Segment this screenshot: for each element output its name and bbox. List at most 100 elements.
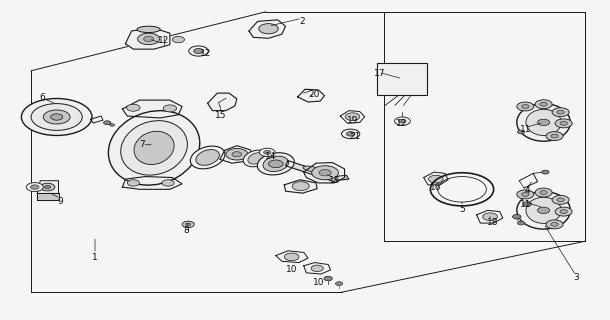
Polygon shape [334,175,349,180]
Text: 13: 13 [328,176,340,185]
Circle shape [537,207,550,213]
Circle shape [512,214,521,219]
Circle shape [557,110,564,114]
Circle shape [560,210,567,213]
Circle shape [138,33,160,45]
Circle shape [336,282,343,285]
Polygon shape [37,194,59,200]
Circle shape [324,276,332,281]
Bar [377,63,427,95]
Text: 19: 19 [346,116,358,125]
Circle shape [182,221,194,228]
Circle shape [259,148,275,156]
Polygon shape [476,210,503,223]
Circle shape [522,193,529,196]
Ellipse shape [257,153,294,175]
Circle shape [43,110,70,124]
Circle shape [311,265,323,271]
Ellipse shape [248,153,265,164]
Polygon shape [424,172,448,185]
Text: 3: 3 [573,273,579,282]
Text: 7: 7 [140,140,145,149]
Circle shape [268,160,283,168]
Circle shape [540,102,547,106]
Circle shape [193,49,203,53]
Text: 4: 4 [525,186,530,195]
Ellipse shape [196,149,220,165]
Circle shape [551,134,558,138]
Circle shape [185,223,190,226]
Polygon shape [207,93,237,111]
Polygon shape [284,180,317,193]
Circle shape [523,202,531,206]
Circle shape [30,185,39,189]
Polygon shape [220,146,253,163]
Circle shape [188,46,208,56]
Polygon shape [91,116,103,123]
Text: 17: 17 [373,69,385,78]
Ellipse shape [263,156,289,172]
Circle shape [264,150,271,154]
Circle shape [144,36,154,42]
Circle shape [557,198,564,202]
Circle shape [537,119,550,125]
Circle shape [162,180,174,186]
Ellipse shape [526,197,561,223]
Polygon shape [304,263,331,274]
Text: 8: 8 [184,226,189,235]
Polygon shape [285,161,337,182]
Text: 11: 11 [520,200,531,209]
Circle shape [560,122,567,125]
Circle shape [319,170,331,176]
Ellipse shape [109,111,199,185]
Polygon shape [249,20,285,38]
Polygon shape [123,177,182,189]
Text: 18: 18 [487,218,498,227]
Circle shape [40,183,55,191]
Polygon shape [126,28,170,49]
Circle shape [172,36,184,43]
Ellipse shape [517,104,570,141]
Polygon shape [123,100,182,118]
Circle shape [542,170,549,174]
Circle shape [517,221,525,225]
Circle shape [31,104,82,130]
Circle shape [110,124,115,126]
Circle shape [127,180,140,186]
Circle shape [259,24,278,34]
Ellipse shape [137,26,160,33]
Circle shape [555,119,572,128]
Text: 12: 12 [200,49,212,58]
Text: 12: 12 [158,36,170,45]
Circle shape [522,105,529,108]
Text: 10: 10 [286,265,297,275]
Circle shape [104,121,111,124]
Text: 14: 14 [265,152,276,161]
Polygon shape [276,251,308,263]
Circle shape [26,183,43,192]
Circle shape [345,113,360,121]
Text: 21: 21 [350,132,361,140]
Circle shape [429,175,443,183]
Text: 16: 16 [429,183,441,192]
Ellipse shape [526,109,561,135]
Text: 5: 5 [459,205,465,214]
Text: 12: 12 [395,119,407,128]
Circle shape [346,132,355,136]
Circle shape [51,114,63,120]
Circle shape [483,213,497,220]
Circle shape [127,104,140,111]
Ellipse shape [303,166,319,172]
Circle shape [535,100,552,109]
Circle shape [342,129,360,139]
Polygon shape [298,89,325,102]
Circle shape [45,186,51,189]
Circle shape [551,222,558,226]
Circle shape [517,130,525,134]
Circle shape [517,190,534,199]
Text: 2: 2 [299,17,305,26]
Polygon shape [304,163,345,183]
Text: 9: 9 [57,197,63,206]
Circle shape [232,152,242,157]
Ellipse shape [121,121,187,175]
